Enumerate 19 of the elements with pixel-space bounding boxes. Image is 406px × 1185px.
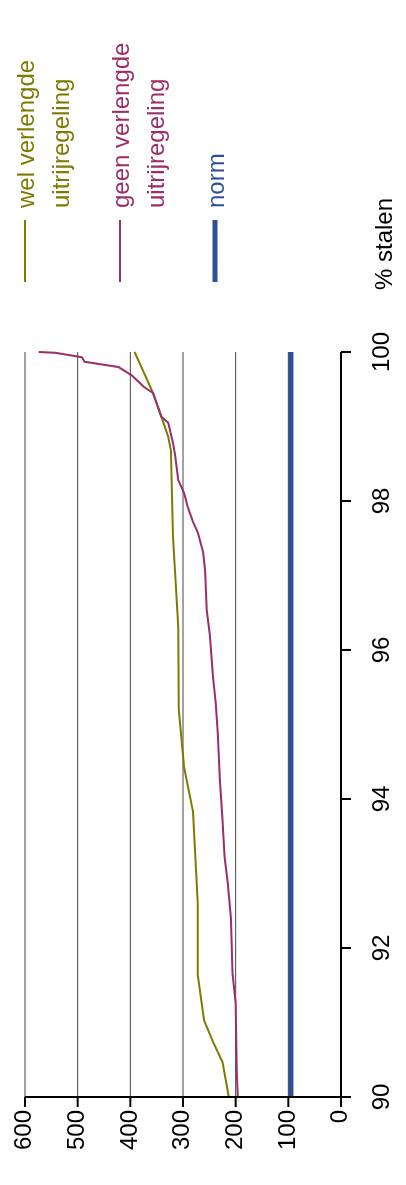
x-tick-label: 400: [114, 1110, 142, 1151]
x-tick-label: 600: [9, 1110, 37, 1151]
y-tick-label: 96: [367, 636, 394, 664]
x-tick-label: 500: [62, 1110, 90, 1151]
text: geen verlengde uitrijregeling: [107, 42, 169, 208]
x-tick-label: 0: [325, 1110, 353, 1124]
line-series: [37, 351, 239, 1098]
x-tick-label: 300: [167, 1110, 195, 1151]
text: norm: [202, 153, 229, 208]
y-tick-label: 94: [367, 785, 394, 813]
x-tick-label: 200: [220, 1110, 248, 1151]
y-axis-title: % stalen: [370, 197, 397, 290]
line-series: [133, 351, 230, 1098]
text: wel verlengde uitrijregeling: [12, 59, 74, 209]
x-tick-label: 100: [272, 1110, 300, 1151]
y-tick-label: 90: [367, 1083, 394, 1111]
y-tick-label: 98: [367, 487, 394, 515]
y-tick-label: 92: [367, 934, 394, 962]
y-tick-label: 100: [367, 331, 394, 373]
